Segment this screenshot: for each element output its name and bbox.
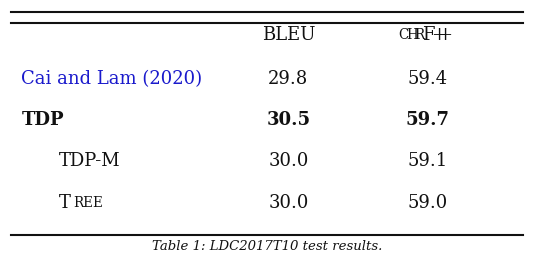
Text: 30.0: 30.0 xyxy=(268,152,309,170)
Text: 30.0: 30.0 xyxy=(268,194,309,212)
Text: C: C xyxy=(398,28,408,42)
Text: T: T xyxy=(59,194,70,212)
Text: TDP-M: TDP-M xyxy=(59,152,120,170)
Text: BLEU: BLEU xyxy=(262,26,315,44)
Text: 59.7: 59.7 xyxy=(405,111,449,129)
Text: 30.5: 30.5 xyxy=(266,111,310,129)
Text: 59.1: 59.1 xyxy=(407,152,447,170)
Text: Cai and Lam (2020): Cai and Lam (2020) xyxy=(21,70,202,88)
Text: R: R xyxy=(414,28,424,42)
Text: +: + xyxy=(437,26,452,44)
Text: 59.0: 59.0 xyxy=(407,194,447,212)
Text: REE: REE xyxy=(74,196,104,209)
Text: TDP: TDP xyxy=(21,111,64,129)
Text: H: H xyxy=(406,28,418,42)
Text: Table 1: LDC2017T10 test results.: Table 1: LDC2017T10 test results. xyxy=(152,240,382,253)
Text: 29.8: 29.8 xyxy=(268,70,309,88)
Text: F: F xyxy=(422,26,434,44)
Text: +: + xyxy=(431,26,446,44)
Text: 59.4: 59.4 xyxy=(407,70,447,88)
